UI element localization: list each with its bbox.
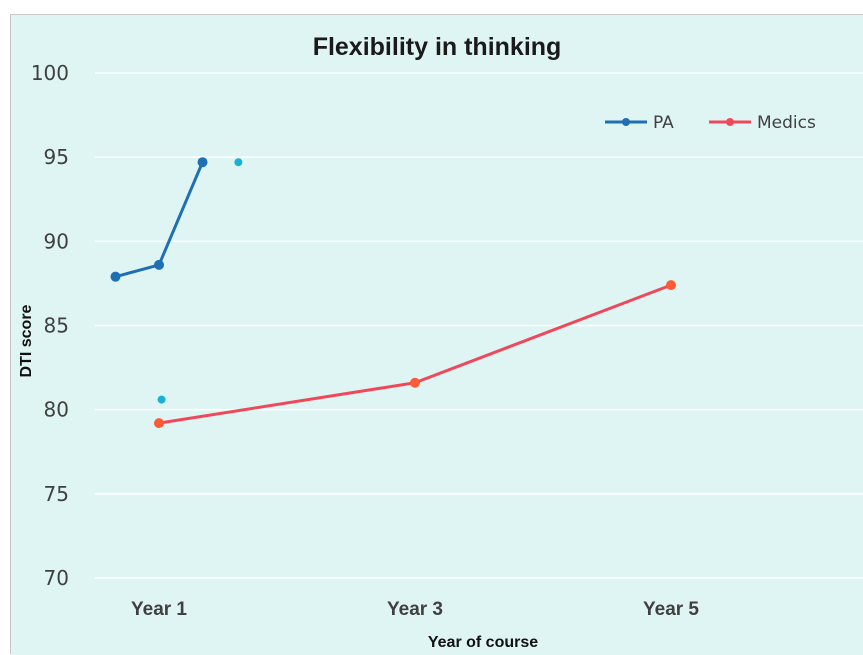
- y-tick-label-75: 75: [44, 482, 69, 506]
- legend-marker-pa: [622, 118, 630, 126]
- y-tick-labels: 70 75 80 85 90 95 100: [31, 61, 69, 590]
- data-point-medics-1: [410, 377, 420, 388]
- x-tick-labels: Year 1 Year 3 Year 5: [131, 599, 699, 620]
- legend-marker-medics: [726, 118, 734, 126]
- legend-entry-medics: Medics: [709, 113, 816, 133]
- chart-title: Flexibility in thinking: [313, 33, 562, 61]
- data-point-medics-2: [666, 280, 676, 291]
- data-point-pa-1: [154, 259, 164, 270]
- chart-frame: 70 75 80 85 90 95 100 Year 1 Year 3 Year 5 Flexi…: [10, 14, 863, 655]
- legend-entry-pa: PA: [605, 113, 674, 133]
- x-axis-title: Year of course: [428, 634, 538, 651]
- legend: PA Medics: [605, 113, 816, 133]
- data-point-pa-0: [110, 271, 121, 282]
- y-tick-label-85: 85: [44, 314, 69, 338]
- x-tick-label-year-5: Year 5: [643, 599, 699, 620]
- legend-label-pa: PA: [653, 113, 674, 133]
- legend-label-medics: Medics: [757, 113, 816, 133]
- y-tick-label-80: 80: [44, 398, 69, 422]
- y-tick-label-70: 70: [44, 566, 69, 590]
- x-tick-label-year-3: Year 3: [387, 599, 443, 620]
- y-tick-label-100: 100: [31, 61, 69, 85]
- y-tick-label-95: 95: [44, 145, 69, 169]
- line-chart: 70 75 80 85 90 95 100 Year 1 Year 3 Year 5 Flexi…: [11, 15, 863, 655]
- extra-point-1: [234, 158, 243, 167]
- gridlines: [95, 72, 863, 579]
- extra-points: [157, 158, 243, 404]
- x-tick-label-year-1: Year 1: [131, 599, 187, 620]
- data-point-pa-2: [197, 157, 208, 168]
- y-axis-title: DTI score: [18, 304, 35, 377]
- extra-point-0: [157, 395, 166, 404]
- chart-background: [11, 15, 863, 655]
- y-tick-label-90: 90: [44, 229, 69, 253]
- data-point-medics-0: [154, 418, 164, 429]
- series-layer: [110, 157, 676, 429]
